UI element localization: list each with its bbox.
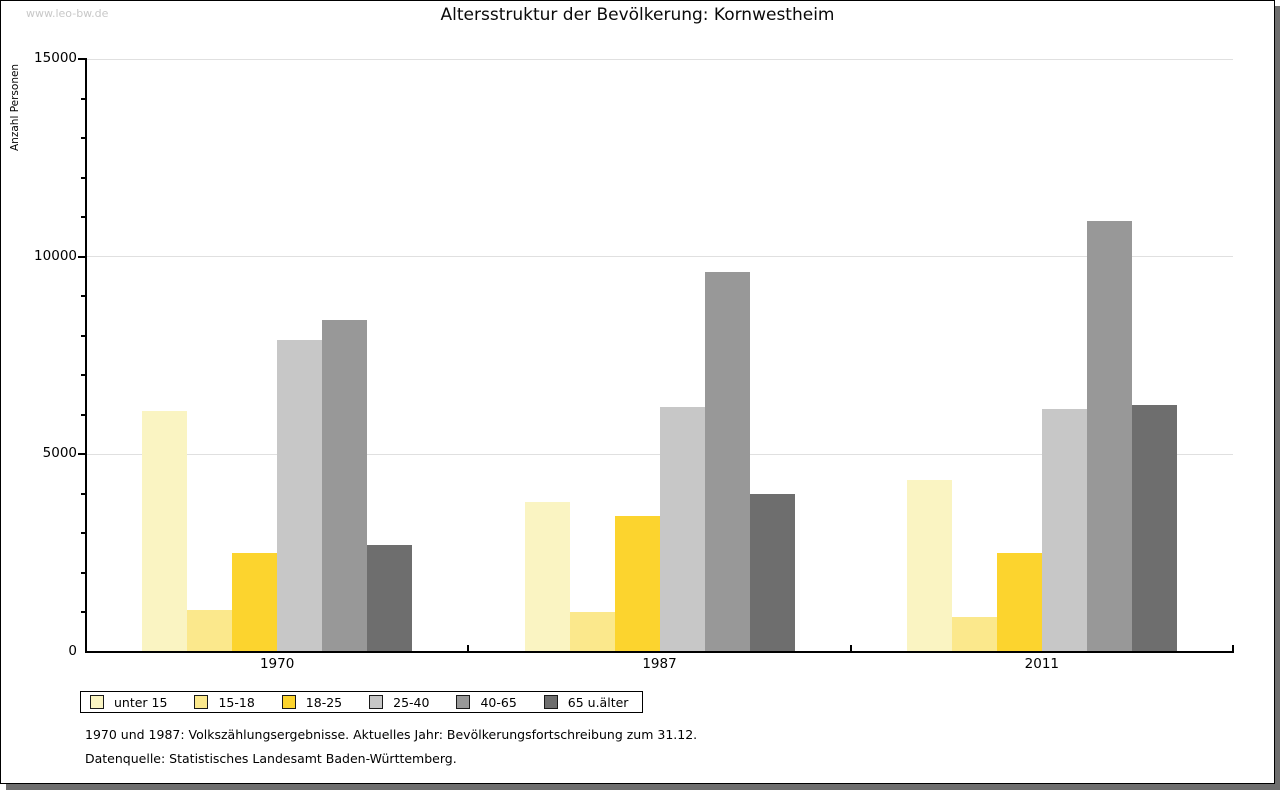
- x-tick: [467, 645, 470, 652]
- grid-line: [86, 58, 1233, 60]
- bar: [277, 339, 323, 652]
- y-minor-tick: [81, 492, 86, 495]
- bar: [367, 545, 413, 652]
- y-major-tick: [78, 58, 86, 60]
- legend-item: 15-18: [194, 694, 255, 710]
- bar: [142, 410, 188, 652]
- bar: [322, 319, 368, 652]
- bar: [906, 480, 952, 652]
- x-category-label: 2011: [1024, 656, 1059, 672]
- legend-swatch: [194, 695, 209, 709]
- legend-item: 40-65: [456, 694, 517, 710]
- y-minor-tick: [81, 137, 86, 140]
- legend-label: 25-40: [393, 694, 430, 710]
- x-axis-line: [85, 651, 1234, 653]
- y-minor-tick: [81, 611, 86, 614]
- legend-item: 65 u.älter: [543, 694, 629, 710]
- y-major-tick: [78, 453, 86, 456]
- y-tick-label: 15000: [34, 50, 77, 66]
- y-minor-tick: [81, 295, 86, 298]
- legend-swatch: [369, 695, 384, 709]
- chart-title: Altersstruktur der Bevölkerung: Kornwest…: [440, 5, 835, 25]
- legend-item: 25-40: [369, 695, 429, 710]
- bar: [1086, 221, 1132, 652]
- y-tick-label: 5000: [42, 445, 77, 462]
- bar: [187, 610, 233, 652]
- y-minor-tick: [81, 216, 86, 219]
- y-minor-tick: [81, 334, 86, 337]
- bar: [524, 501, 570, 652]
- legend-label: 15-18: [218, 694, 255, 710]
- legend-label: 18-25: [305, 694, 343, 710]
- x-tick: [1232, 645, 1234, 652]
- y-minor-tick: [81, 97, 86, 100]
- bar: [1131, 404, 1177, 652]
- watermark-text: www.leo-bw.de: [26, 7, 109, 20]
- bar: [704, 272, 750, 652]
- legend: unter 15 15-18 18-25 25-40 40-65 65 u.älter: [80, 691, 644, 713]
- y-major-tick: [78, 255, 86, 258]
- bar: [569, 612, 615, 652]
- y-minor-tick: [81, 571, 86, 574]
- bar: [996, 553, 1042, 652]
- x-category-label: 1987: [642, 656, 677, 672]
- bar: [1041, 408, 1087, 652]
- bar: [951, 617, 997, 652]
- y-minor-tick: [81, 413, 86, 416]
- legend-swatch: [543, 695, 558, 709]
- y-tick-label: 0: [68, 643, 77, 659]
- footnote-data-source: Datenquelle: Statistisches Landesamt Bad…: [85, 751, 457, 766]
- y-minor-tick: [81, 532, 86, 535]
- bar: [659, 406, 705, 652]
- legend-label: 65 u.älter: [567, 694, 629, 710]
- x-category-label: 1970: [259, 656, 295, 672]
- y-minor-tick: [81, 374, 86, 377]
- y-tick-label: 10000: [34, 247, 77, 264]
- legend-label: unter 15: [114, 694, 168, 710]
- legend-item: unter 15: [90, 695, 167, 710]
- legend-label: 40-65: [480, 694, 517, 710]
- legend-swatch: [90, 695, 104, 709]
- y-axis-line: [85, 58, 87, 653]
- x-tick: [849, 645, 852, 652]
- legend-swatch: [456, 695, 471, 709]
- legend-item: 18-25: [281, 694, 343, 710]
- y-minor-tick: [81, 176, 86, 179]
- grid-line: [86, 256, 1233, 258]
- bar: [232, 553, 278, 652]
- bar: [614, 515, 660, 652]
- footnote-census-note: 1970 und 1987: Volkszählungsergebnisse. …: [85, 727, 698, 742]
- bar: [749, 493, 795, 652]
- legend-swatch: [281, 695, 296, 709]
